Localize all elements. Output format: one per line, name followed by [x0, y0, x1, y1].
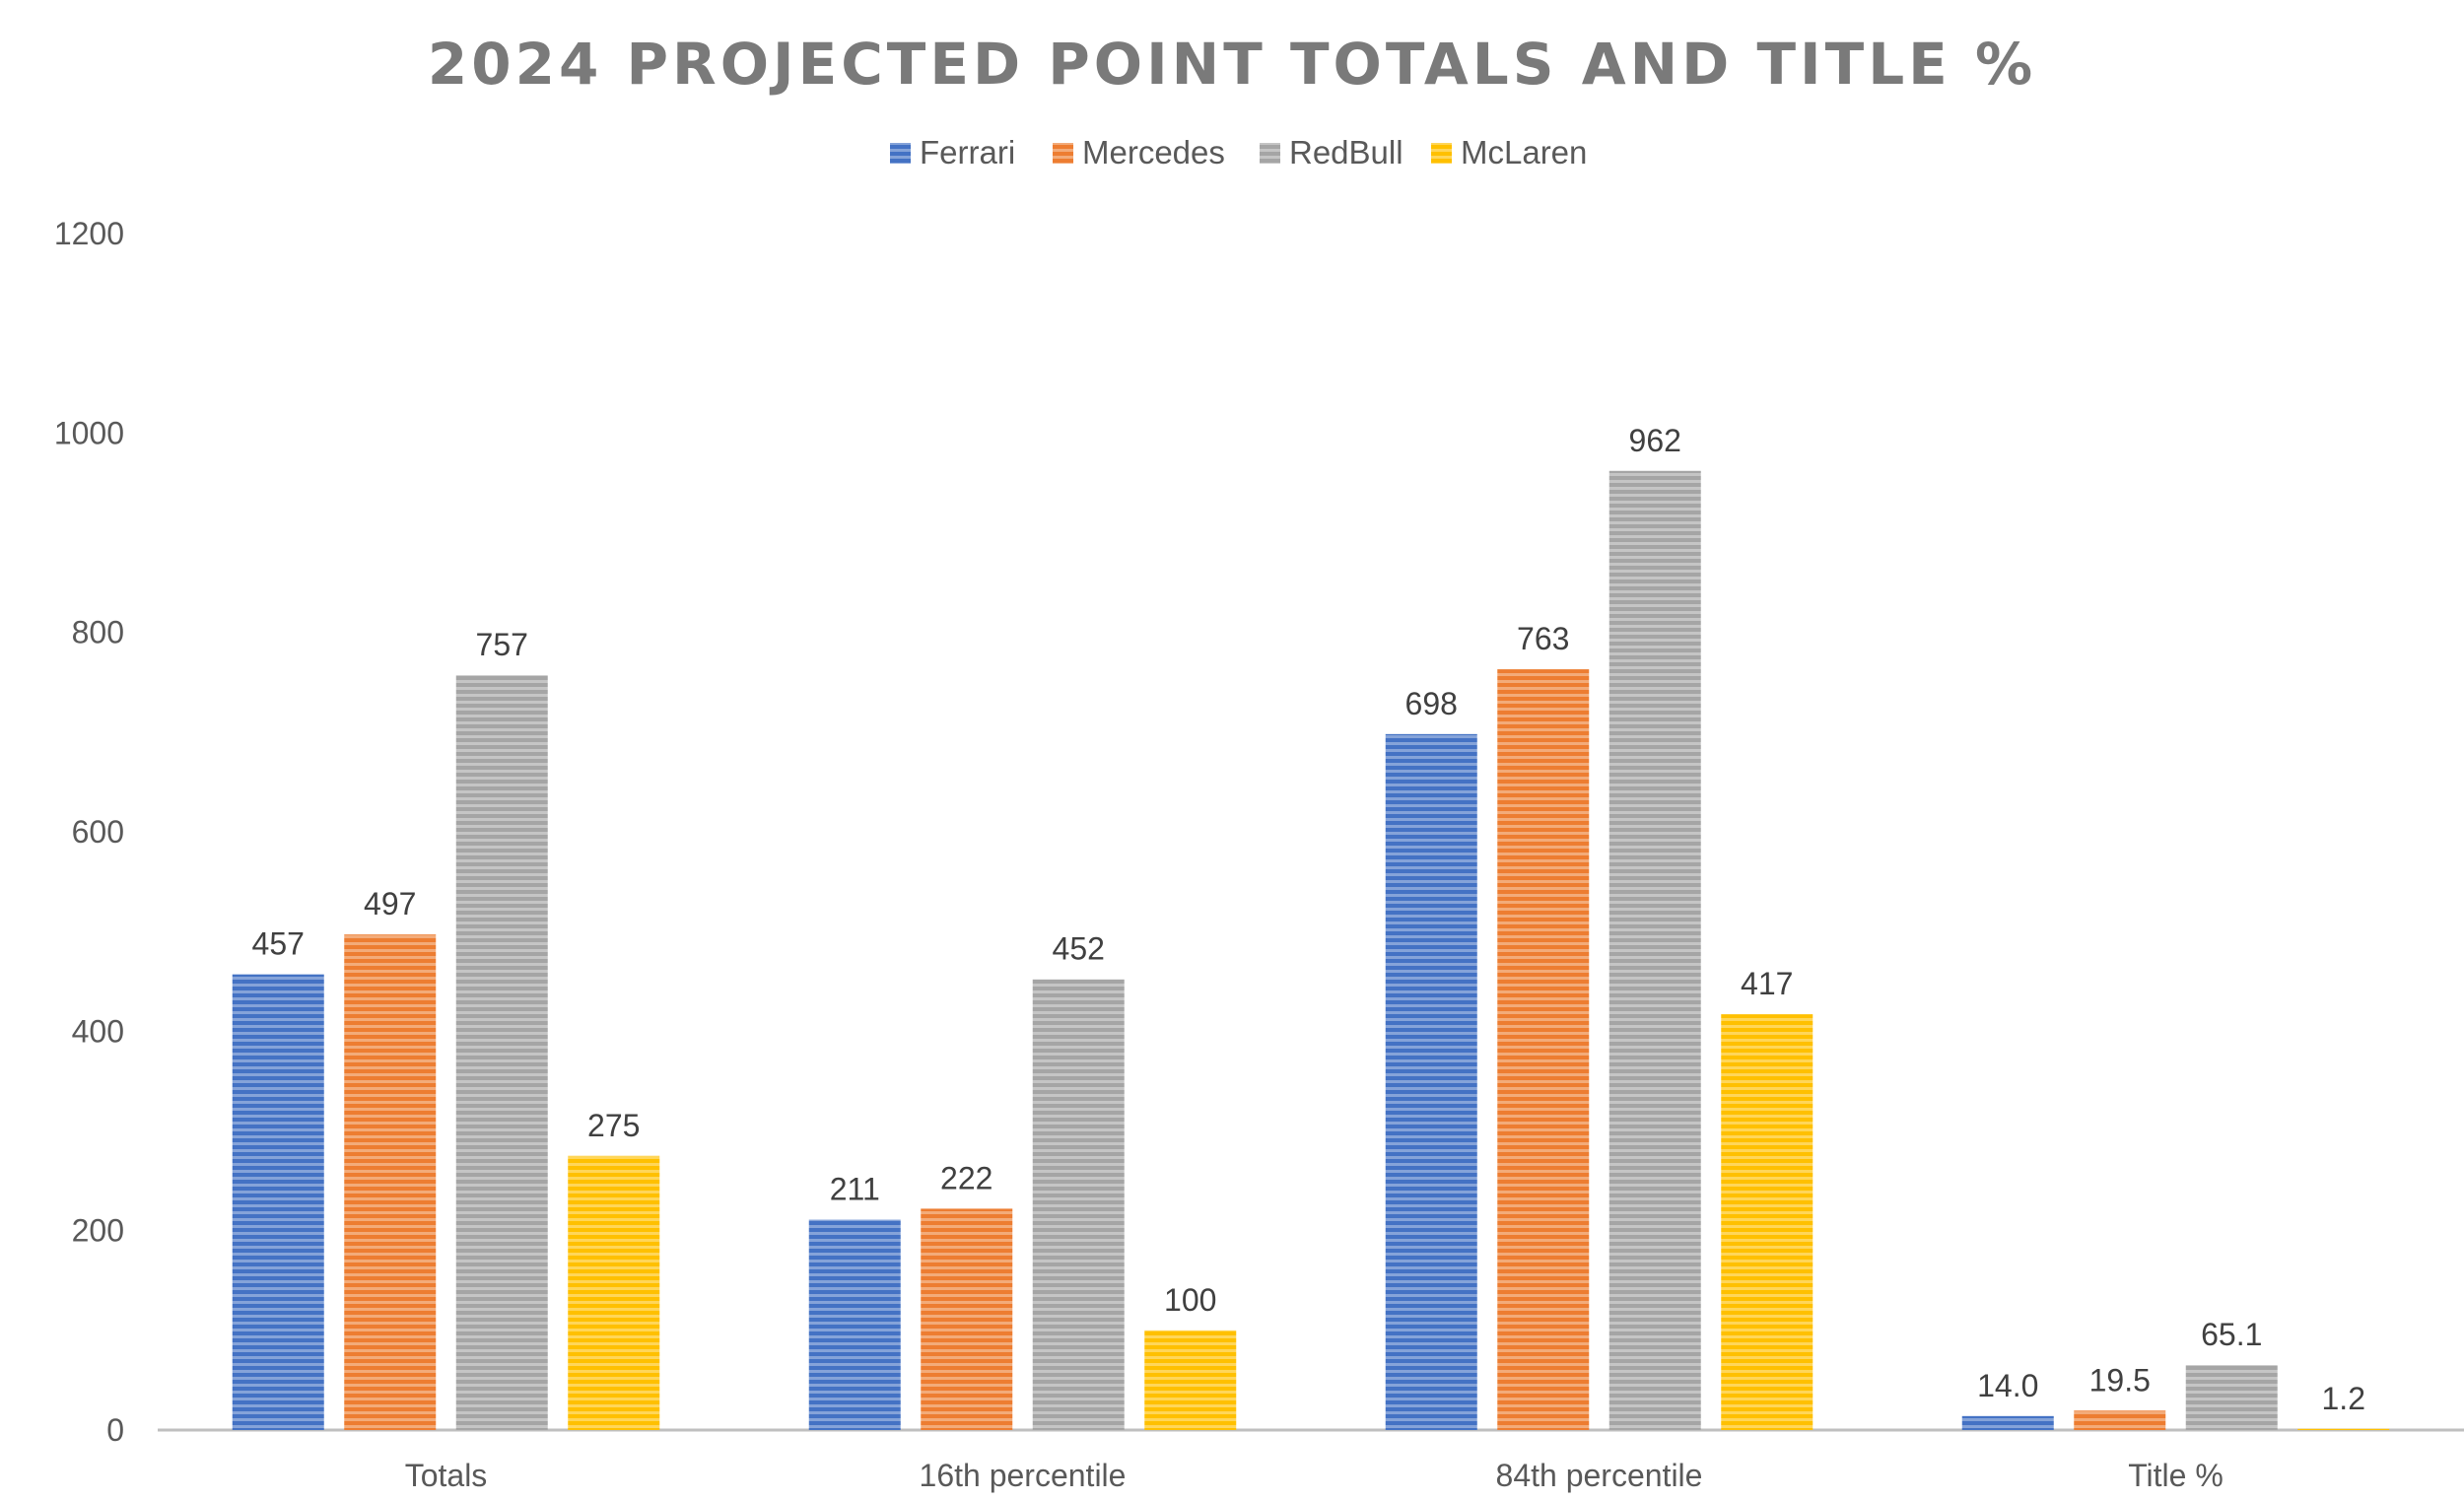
bar-ferrari [1385, 733, 1477, 1430]
y-tick-label: 800 [72, 615, 124, 650]
bars [232, 470, 2390, 1430]
bar-redbull [455, 675, 548, 1430]
bar-redbull [1608, 470, 1701, 1430]
data-label: 457 [252, 926, 305, 962]
y-tick-label: 400 [72, 1013, 124, 1049]
y-tick-label: 600 [72, 814, 124, 850]
data-label: 19.5 [2089, 1362, 2151, 1398]
legend-label-ferrari: Ferrari [920, 134, 1015, 171]
bar-mercedes [344, 934, 437, 1430]
legend-label-mercedes: Mercedes [1082, 134, 1225, 171]
x-tick-label: 84th percentile [1496, 1458, 1703, 1493]
x-tick-label: Title % [2128, 1458, 2224, 1493]
data-label: 65.1 [2201, 1317, 2262, 1352]
y-tick-label: 1200 [54, 216, 124, 251]
bar-mclaren [568, 1155, 660, 1430]
data-label: 962 [1629, 423, 1681, 458]
chart-title: 2024 PROJECTED POINT TOTALS AND TITLE % [428, 31, 2036, 98]
data-label: 222 [940, 1160, 992, 1195]
legend-swatch-mercedes [1053, 143, 1073, 164]
bar-redbull [1032, 979, 1125, 1430]
legend-label-mclaren: McLaren [1461, 134, 1587, 171]
data-label: 100 [1164, 1282, 1216, 1318]
legend-swatch-redbull [1260, 143, 1280, 164]
data-labels: 457 497 757 275 211 222 452 100 698 763 962 417 14.0… [252, 423, 2365, 1416]
y-tick-label: 0 [106, 1412, 124, 1448]
data-label: 1.2 [2322, 1381, 2365, 1416]
y-tick-label: 200 [72, 1213, 124, 1249]
x-tick-label: 16th percentile [920, 1458, 1127, 1493]
y-tick-label: 1000 [54, 415, 124, 450]
bar-mclaren [2297, 1428, 2390, 1430]
legend: Ferrari Mercedes RedBull McLaren [890, 134, 1587, 171]
data-label: 275 [587, 1108, 640, 1143]
x-tick-label: Totals [405, 1458, 488, 1493]
data-label: 497 [364, 886, 416, 921]
legend-swatch-ferrari [890, 143, 911, 164]
bar-mclaren [1721, 1014, 1814, 1430]
bar-ferrari [1961, 1415, 2054, 1430]
data-label: 452 [1053, 931, 1105, 967]
data-label: 14.0 [1977, 1368, 2038, 1403]
bar-mercedes [1497, 669, 1590, 1430]
legend-swatch-mclaren [1431, 143, 1452, 164]
legend-label-redbull: RedBull [1289, 134, 1403, 171]
data-label: 698 [1405, 686, 1458, 721]
data-label: 763 [1517, 621, 1569, 656]
data-label: 211 [830, 1172, 880, 1207]
x-axis: Totals 16th percentile 84th percentile Titl… [158, 1428, 2464, 1493]
bar-ferrari [808, 1219, 901, 1430]
y-axis: 0 200 400 600 800 1000 1200 [54, 216, 124, 1448]
data-label: 417 [1741, 966, 1793, 1001]
bar-mercedes [921, 1208, 1013, 1430]
bar-mclaren [1144, 1330, 1237, 1430]
bar-redbull [2185, 1365, 2278, 1430]
data-label: 757 [476, 627, 528, 662]
bar-ferrari [232, 974, 324, 1430]
bar-mercedes [2074, 1410, 2166, 1430]
